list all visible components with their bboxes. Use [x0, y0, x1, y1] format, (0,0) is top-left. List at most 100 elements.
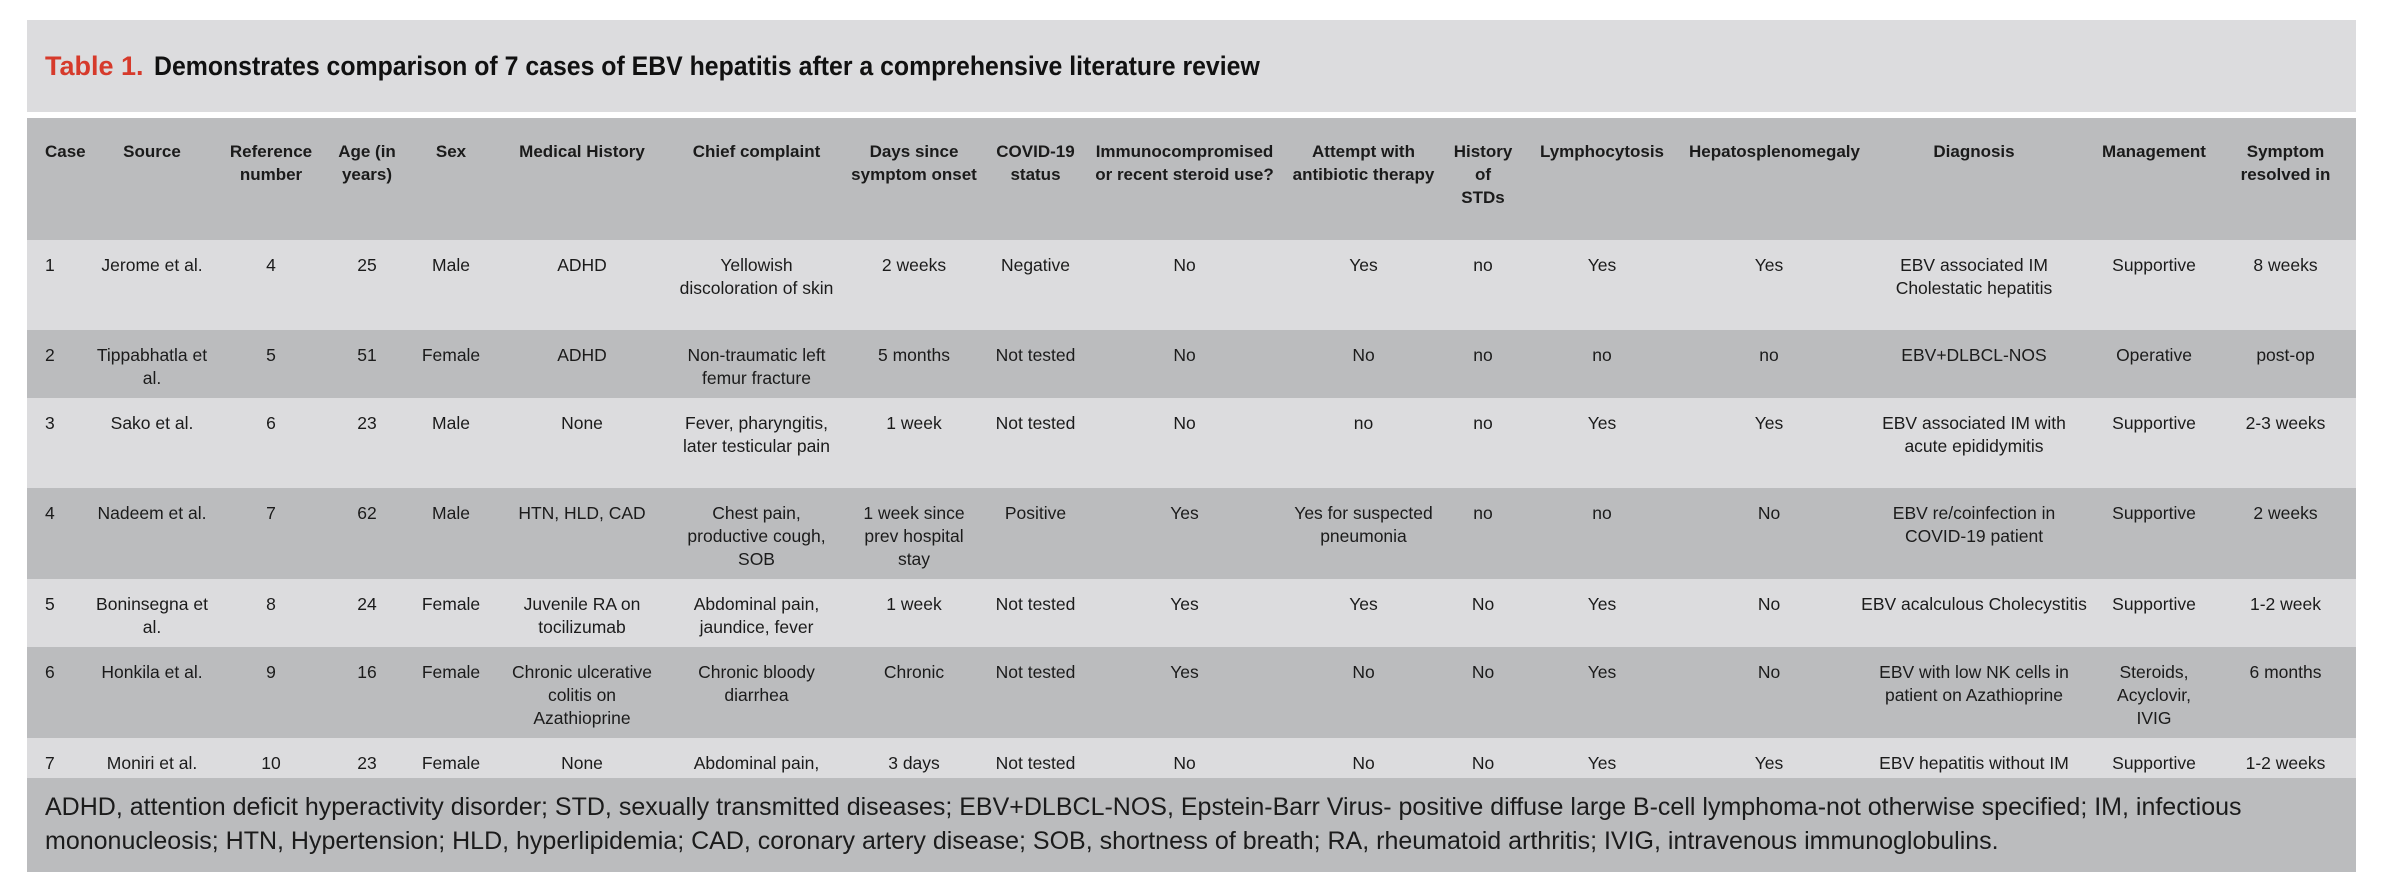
- table-cell: No: [1173, 413, 1196, 433]
- table-cell: No: [1173, 345, 1196, 365]
- table-cell: ADHD: [557, 345, 607, 365]
- table-cell: 3: [45, 413, 55, 433]
- table-cell: Chronic: [883, 662, 945, 682]
- table-cell: Boninsegna et al.: [96, 594, 208, 637]
- table-cell: Not tested: [995, 753, 1076, 773]
- table-cell: Yes: [1587, 753, 1617, 773]
- table-cell: 10: [261, 753, 281, 773]
- table-cell: No: [1352, 753, 1375, 773]
- table-figure: Table 1. Demonstrates comparison of 7 ca…: [27, 20, 2356, 872]
- table-cell: 7: [266, 503, 276, 523]
- table-cell: Yes: [1170, 503, 1199, 523]
- table-cell: Jerome et al.: [101, 255, 203, 275]
- table-cell: EBV associated IM Cholestatic hepatitis: [1895, 255, 2053, 298]
- table-cell: Nadeem et al.: [97, 503, 207, 523]
- table-cell: EBV with low NK cells in patient on Azat…: [1879, 662, 2069, 705]
- table-cell: Not tested: [995, 594, 1076, 614]
- column-header: Source: [123, 142, 181, 161]
- table-cell: Yes: [1349, 255, 1378, 275]
- table-cell: Yes: [1587, 413, 1617, 433]
- column-header: Hepatosplenomegaly: [1689, 142, 1860, 161]
- table-cell: 8 weeks: [2253, 255, 2318, 275]
- table-cell: Yes: [1754, 255, 1784, 275]
- table-cell: HTN, HLD, CAD: [518, 503, 646, 523]
- table-cell: Not tested: [995, 662, 1076, 682]
- table-cell: 6: [45, 662, 55, 682]
- table-cell: 1: [45, 255, 55, 275]
- table-cell: Male: [432, 413, 470, 433]
- table-cell: 8: [266, 594, 276, 614]
- table-cell: Positive: [1004, 503, 1067, 523]
- table-cell: None: [561, 413, 603, 433]
- table-cell: 51: [357, 345, 377, 365]
- table-row: 4 Nadeem et al. 7 62 Male HTN, HLD, CAD Chest …: [27, 488, 2356, 579]
- table-row: 5 Boninsegna et al. 8 24 Female Juvenile RA o…: [27, 579, 2356, 647]
- table-cell: ADHD: [557, 255, 607, 275]
- table-cell: 16: [357, 662, 377, 682]
- table-row: 1 Jerome et al. 4 25 Male ADHD Yellowish disco…: [27, 240, 2356, 330]
- table-cell: Honkila et al.: [101, 662, 203, 682]
- table-cell: Abdominal pain, jaundice, fever: [693, 594, 820, 637]
- table-cell: Yes: [1170, 594, 1199, 614]
- table-cell: Supportive: [2112, 503, 2196, 523]
- table-cell: EBV acalculous Cholecystitis: [1861, 594, 2087, 614]
- table-cell: EBV associated IM with acute epididymiti…: [1882, 413, 2066, 456]
- table-cell: 23: [357, 753, 377, 773]
- header-row: Case Source Reference number Age (in years)…: [27, 118, 2356, 240]
- table-cell: Male: [432, 503, 470, 523]
- table-cell: 62: [357, 503, 377, 523]
- table-cell: No: [1757, 594, 1781, 614]
- column-header: History of STDs: [1453, 142, 1513, 207]
- table-cell: 6 months: [2249, 662, 2322, 682]
- column-header: Diagnosis: [1933, 142, 2015, 161]
- table-number: Table 1.: [45, 50, 144, 81]
- column-header: Case: [45, 142, 86, 161]
- table-cell: 2 weeks: [2253, 503, 2318, 523]
- column-header: Chief complaint: [692, 142, 821, 161]
- column-header: Immunocompromised or recent steroid use?: [1095, 142, 1274, 184]
- column-header: Management: [2102, 142, 2206, 161]
- table-cell: post-op: [2256, 345, 2315, 365]
- column-header: Lymphocytosis: [1539, 142, 1665, 161]
- table-cell: No: [1757, 503, 1781, 523]
- table-cell: Non-traumatic left femur fracture: [687, 345, 826, 388]
- table-cell: No: [1352, 662, 1375, 682]
- table-cell: Supportive: [2112, 753, 2196, 773]
- table-footnote: ADHD, attention deficit hyperactivity di…: [27, 778, 2356, 872]
- table-cell: Supportive: [2112, 255, 2196, 275]
- table-row: 2 Tippabhatla et al. 5 51 Female ADHD Non-trau…: [27, 330, 2356, 398]
- table-cell: 4: [45, 503, 55, 523]
- footnote-text: ADHD, attention deficit hyperactivity di…: [45, 793, 2242, 855]
- table-cell: Yes: [1587, 255, 1617, 275]
- column-header: Symptom resolved in: [2240, 142, 2331, 184]
- table-cell: no: [1473, 413, 1493, 433]
- table-cell: Yes: [1754, 753, 1784, 773]
- table-cell: 2-3 weeks: [2245, 413, 2326, 433]
- table-cell: Female: [421, 753, 481, 773]
- table-caption: Demonstrates comparison of 7 cases of EB…: [153, 50, 1260, 81]
- table-cell: 1-2 week: [2249, 594, 2321, 614]
- table-cell: Fever, pharyngitis, later testicular pai…: [683, 413, 830, 456]
- table-cell: no: [1592, 503, 1612, 523]
- table-cell: 1 week: [886, 594, 942, 614]
- table-cell: 7: [45, 753, 55, 773]
- table-cell: 4: [266, 255, 276, 275]
- table-cell: No: [1471, 594, 1495, 614]
- table-cell: 6: [266, 413, 276, 433]
- table-cell: 5: [266, 345, 276, 365]
- table-cell: 1-2 weeks: [2245, 753, 2326, 773]
- table-cell: Yes: [1754, 413, 1784, 433]
- table-cell: No: [1757, 662, 1781, 682]
- table-cell: Yes for suspected pneumonia: [1294, 503, 1433, 546]
- table-cell: no: [1473, 503, 1493, 523]
- table-cell: Chronic ulcerative colitis on Azathiopri…: [511, 662, 653, 728]
- table-title: Table 1. Demonstrates comparison of 7 ca…: [27, 20, 2356, 112]
- table-cell: No: [1352, 345, 1375, 365]
- cases-table: Case Source Reference number Age (in years)…: [27, 118, 2356, 808]
- table-cell: no: [1473, 345, 1493, 365]
- table-cell: None: [561, 753, 603, 773]
- table-cell: Yes: [1170, 662, 1199, 682]
- table-cell: Not tested: [995, 413, 1076, 433]
- table-cell: no: [1473, 255, 1493, 275]
- column-header: Attempt with antibiotic therapy: [1292, 142, 1435, 184]
